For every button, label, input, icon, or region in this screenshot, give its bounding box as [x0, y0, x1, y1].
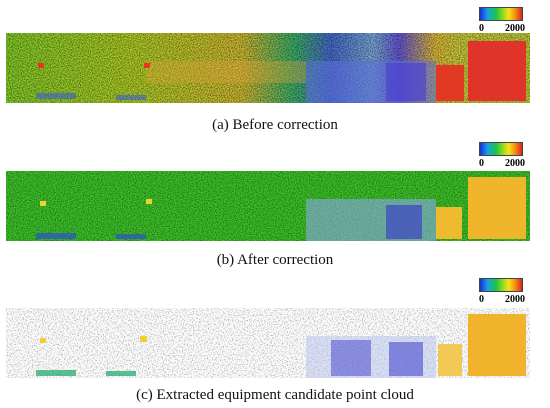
panel-extracted-candidates: 0 2000 (c) Extracted equipment candidate… [0, 275, 550, 408]
point-cloud-before [6, 33, 530, 103]
colorbar-max-label: 2000 [505, 294, 525, 305]
colorbar-c [479, 278, 523, 292]
caption-b: (b) After correction [216, 252, 334, 268]
colorbar-max-label: 2000 [505, 158, 525, 169]
point-cloud-after [6, 171, 530, 241]
colorbar-a [479, 7, 523, 21]
caption-c: (c) Extracted equipment candidate point … [136, 387, 414, 403]
colorbar-b [479, 142, 523, 156]
colorbar-max-label: 2000 [505, 23, 525, 34]
panel-before-correction: 0 2000 [0, 0, 550, 140]
colorbar-min-label: 0 [479, 294, 484, 305]
colorbar-min-label: 0 [479, 158, 484, 169]
panel-after-correction: 0 2000 (b) After correction [0, 140, 550, 275]
point-cloud-extracted [6, 308, 530, 378]
colorbar-min-label: 0 [479, 23, 484, 34]
caption-a: (a) Before correction [212, 117, 338, 133]
